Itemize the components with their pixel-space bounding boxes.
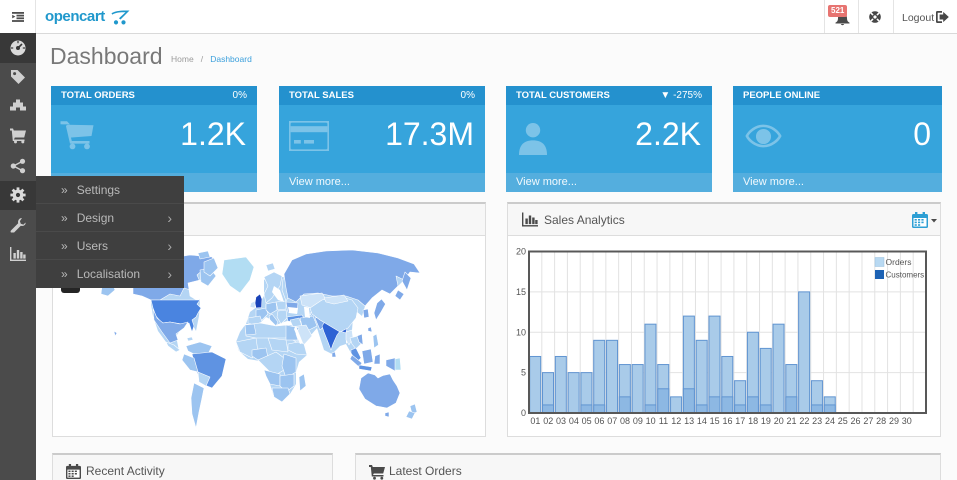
svg-text:23: 23 <box>812 416 822 426</box>
svg-text:opencart: opencart <box>45 8 105 25</box>
svg-text:09: 09 <box>633 416 643 426</box>
svg-text:20: 20 <box>516 247 526 257</box>
svg-text:01: 01 <box>530 416 540 426</box>
svg-text:19: 19 <box>761 416 771 426</box>
svg-text:25: 25 <box>838 416 848 426</box>
svg-text:30: 30 <box>902 416 912 426</box>
svg-text:02: 02 <box>543 416 553 426</box>
svg-text:04: 04 <box>569 416 579 426</box>
svg-text:21: 21 <box>787 416 797 426</box>
svg-text:15: 15 <box>710 416 720 426</box>
svg-text:17: 17 <box>735 416 745 426</box>
svg-text:07: 07 <box>607 416 617 426</box>
svg-text:24: 24 <box>825 416 835 426</box>
svg-text:Customers: Customers <box>886 271 925 280</box>
svg-text:18: 18 <box>748 416 758 426</box>
svg-text:06: 06 <box>594 416 604 426</box>
svg-text:29: 29 <box>889 416 899 426</box>
svg-text:05: 05 <box>582 416 592 426</box>
svg-text:Orders: Orders <box>886 257 912 267</box>
svg-text:14: 14 <box>697 416 707 426</box>
svg-text:26: 26 <box>851 416 861 426</box>
svg-text:08: 08 <box>620 416 630 426</box>
svg-text:11: 11 <box>659 416 668 426</box>
svg-text:15: 15 <box>516 287 526 297</box>
svg-text:03: 03 <box>556 416 566 426</box>
svg-text:10: 10 <box>516 327 526 337</box>
svg-text:20: 20 <box>774 416 784 426</box>
svg-text:13: 13 <box>684 416 694 426</box>
svg-text:12: 12 <box>671 416 681 426</box>
svg-text:10: 10 <box>646 416 656 426</box>
svg-text:27: 27 <box>863 416 873 426</box>
svg-text:16: 16 <box>722 416 732 426</box>
svg-text:28: 28 <box>876 416 886 426</box>
svg-text:5: 5 <box>521 368 526 378</box>
svg-text:0: 0 <box>521 408 526 418</box>
svg-text:22: 22 <box>799 416 809 426</box>
